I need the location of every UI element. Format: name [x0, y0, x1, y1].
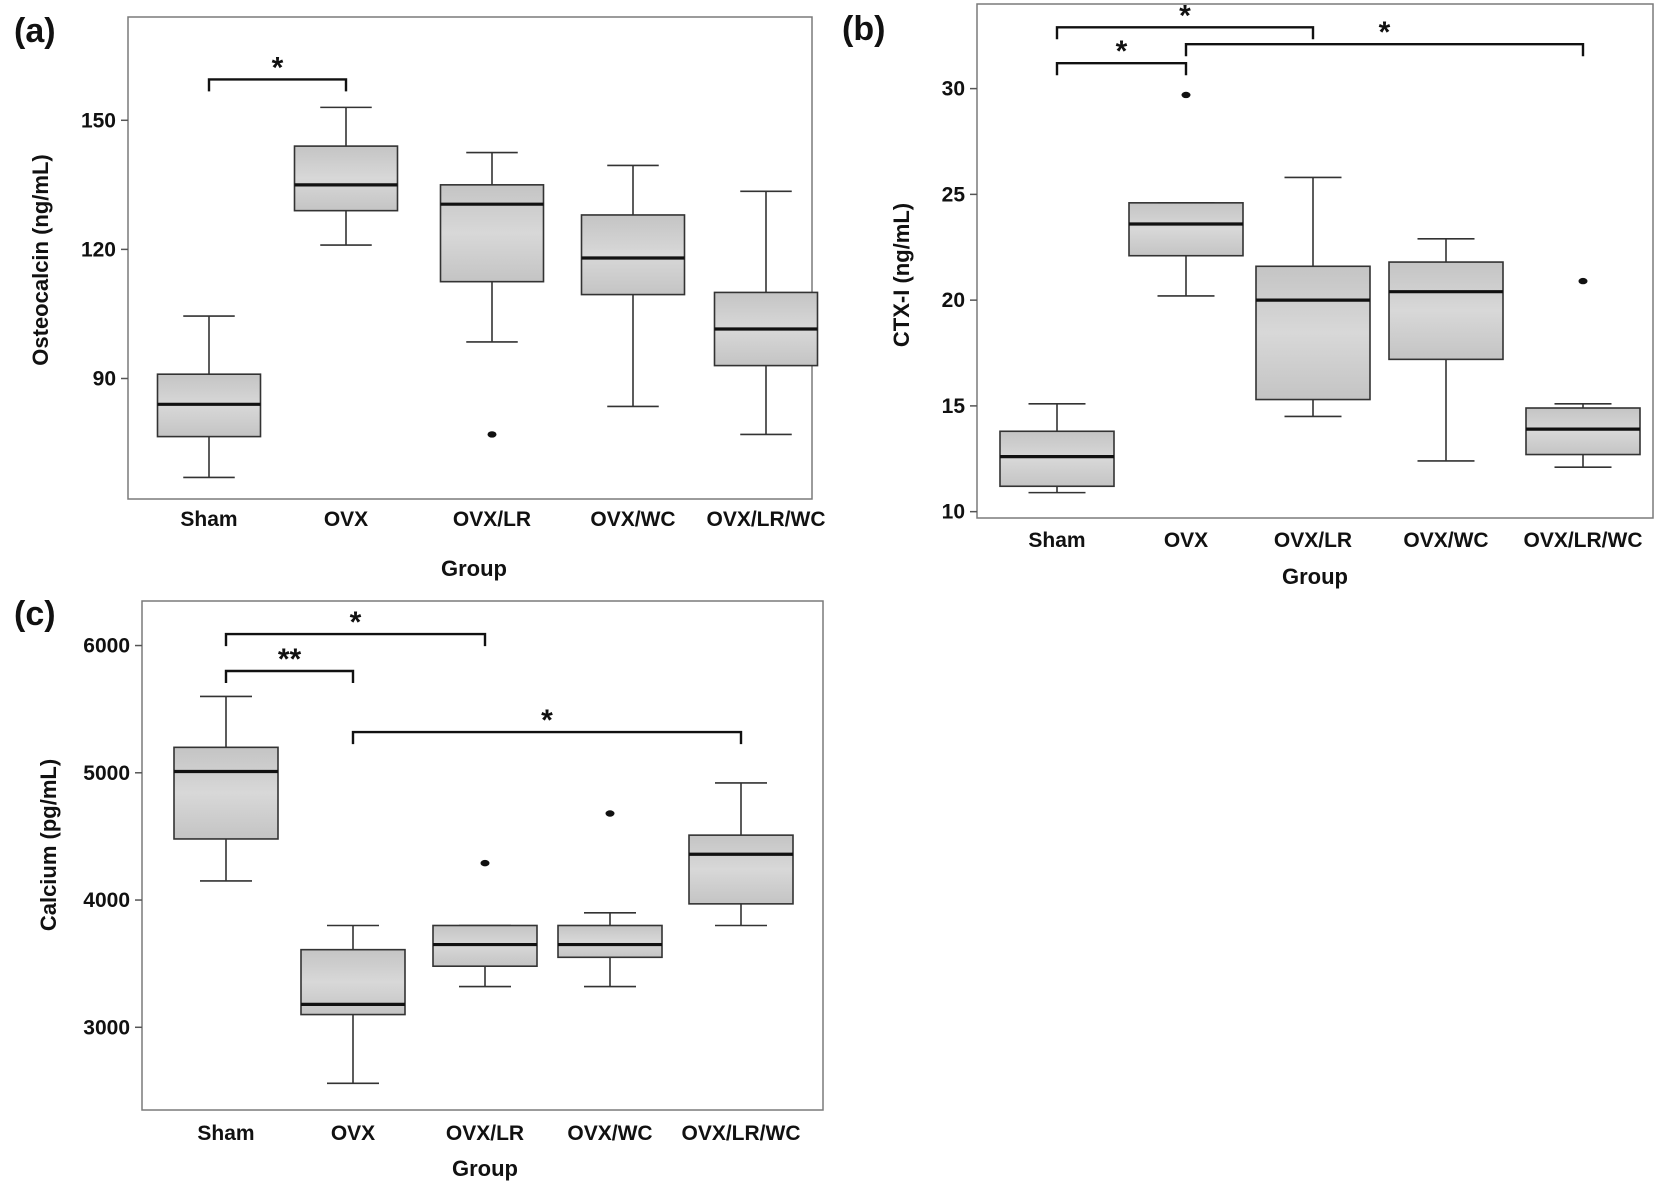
- significance-bracket: [224, 669, 355, 683]
- box-iqr: [439, 184, 545, 283]
- outlier-point: [487, 431, 497, 438]
- x-category-label: Sham: [197, 1122, 254, 1145]
- outlier-point: [1578, 277, 1588, 285]
- significance-label: *: [541, 704, 553, 737]
- box-sham: [156, 315, 262, 479]
- x-category-label: OVX/LR/WC: [682, 1122, 801, 1145]
- panel-label: (c): [14, 595, 56, 633]
- panel-label: (a): [14, 12, 56, 50]
- panel-a: (a) 90 120 150 Osteocalcin (ng/mL) Group Sham O…: [14, 12, 826, 581]
- significance-bracket: [1184, 42, 1585, 57]
- y-tick-label: 5000: [83, 762, 130, 785]
- outlier-point: [480, 859, 490, 867]
- y-tick-label: 120: [81, 238, 116, 261]
- y-tick-label: 15: [942, 395, 966, 418]
- x-category-label: OVX/LR: [446, 1122, 524, 1145]
- y-tick-label: 90: [93, 368, 116, 391]
- x-category-label: OVX/LR/WC: [1524, 529, 1643, 552]
- significance-bracket: [351, 730, 743, 745]
- panel-b: (b) 10 15 20 25 30 CTX-I (ng/mL) Group Sham OVX OV…: [842, 0, 1654, 589]
- x-axis-label: Group: [1282, 564, 1348, 589]
- box-ovx-wc: [557, 810, 663, 988]
- y-axis-label: Calcium (pg/mL): [36, 759, 61, 931]
- significance-bracket: [1055, 26, 1315, 40]
- box-ovx-lr: [432, 859, 538, 988]
- outlier-point: [605, 810, 615, 817]
- box-ovx-lr-wc: [688, 782, 794, 927]
- x-category-label: OVX/WC: [567, 1122, 652, 1145]
- box-iqr: [999, 430, 1115, 488]
- significance-label: *: [350, 606, 362, 639]
- box-iqr: [1255, 265, 1371, 401]
- significance-label: *: [1116, 35, 1128, 68]
- y-tick-label: 10: [942, 501, 965, 524]
- x-category-label: OVX: [331, 1122, 375, 1145]
- box-ovx-lr-wc: [1525, 277, 1641, 469]
- box-ovx-lr-wc: [713, 190, 819, 436]
- y-axis-label: Osteocalcin (ng/mL): [28, 154, 53, 365]
- box-iqr: [580, 214, 686, 296]
- x-category-label: OVX/LR: [453, 508, 531, 531]
- box-ovx-wc: [1388, 237, 1504, 462]
- y-tick-label: 20: [942, 289, 965, 312]
- significance-bracket: [224, 632, 487, 647]
- x-category-label: OVX/WC: [590, 508, 675, 531]
- box-iqr: [173, 746, 279, 840]
- box-iqr: [688, 834, 794, 905]
- x-category-label: OVX/LR: [1274, 529, 1352, 552]
- panel-label: (b): [842, 10, 885, 48]
- box-iqr: [557, 924, 663, 959]
- y-axis-label: CTX-I (ng/mL): [889, 203, 914, 347]
- box-iqr: [1388, 261, 1504, 361]
- box-iqr: [293, 145, 399, 212]
- box-ovx-wc: [580, 164, 686, 408]
- x-category-label: OVX/WC: [1403, 529, 1488, 552]
- significance-bracket: [207, 78, 348, 92]
- significance-label: *: [272, 51, 284, 84]
- box-iqr: [1525, 407, 1641, 456]
- box-ovx: [293, 106, 399, 246]
- box-ovx: [1128, 91, 1244, 297]
- significance-label: *: [1379, 16, 1391, 49]
- box-sham: [173, 695, 279, 882]
- y-tick-label: 25: [942, 183, 966, 206]
- y-tick-label: 30: [942, 78, 965, 101]
- y-tick-label: 150: [81, 109, 116, 132]
- box-sham: [999, 402, 1115, 494]
- x-category-label: OVX/LR/WC: [707, 508, 826, 531]
- y-tick-label: 4000: [83, 889, 130, 912]
- x-category-label: Sham: [1028, 529, 1085, 552]
- box-iqr: [1128, 202, 1244, 257]
- box-ovx: [300, 924, 406, 1085]
- y-tick-label: 3000: [83, 1016, 130, 1039]
- outlier-point: [1181, 91, 1191, 99]
- panel-c: (c) 3000 4000 5000 6000 Calcium (pg/mL) Group S…: [14, 595, 824, 1181]
- significance-label: *: [1179, 0, 1191, 32]
- box-ovx-lr: [439, 151, 545, 438]
- x-axis-label: Group: [452, 1156, 518, 1181]
- x-category-label: OVX: [324, 508, 368, 531]
- significance-label: **: [278, 643, 302, 676]
- significance-bracket: [1055, 62, 1188, 76]
- x-axis-label: Group: [441, 556, 507, 581]
- x-category-label: Sham: [180, 508, 237, 531]
- x-category-label: OVX: [1164, 529, 1208, 552]
- box-ovx-lr: [1255, 176, 1371, 418]
- y-tick-label: 6000: [83, 635, 130, 658]
